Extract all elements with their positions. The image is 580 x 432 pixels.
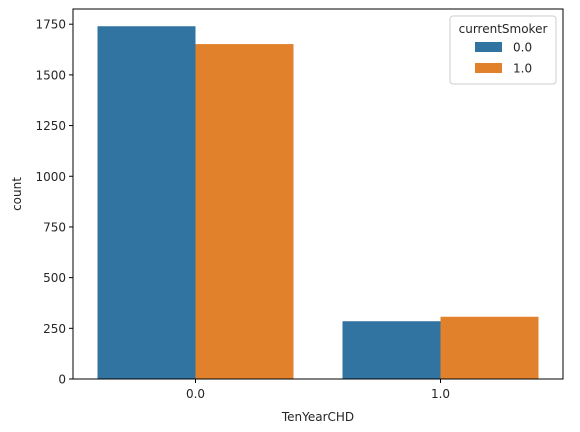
y-axis: 0 250 500 750 1000 1250 1500 1750	[35, 18, 73, 387]
y-tick-label: 500	[43, 271, 66, 285]
x-axis-label: TenYearCHD	[281, 410, 354, 424]
legend-swatch	[475, 63, 502, 73]
y-tick-label: 1250	[35, 119, 66, 133]
x-tick-label: 0.0	[186, 387, 205, 401]
y-tick-label: 250	[43, 322, 66, 336]
y-tick-label: 0	[58, 373, 66, 387]
bars-group	[97, 26, 539, 379]
y-tick-label: 1000	[35, 170, 66, 184]
bar-0.0-0.0	[97, 26, 196, 379]
legend: currentSmoker 0.0 1.0	[449, 15, 557, 85]
x-axis: 0.0 1.0	[186, 379, 450, 401]
bar-1.0-1.0	[440, 316, 539, 379]
y-tick-label: 1750	[35, 18, 66, 32]
legend-label: 0.0	[513, 41, 532, 55]
bar-0.0-1.0	[342, 321, 441, 379]
y-tick-label: 1500	[35, 68, 66, 82]
legend-title: currentSmoker	[459, 22, 548, 36]
x-tick-label: 1.0	[431, 387, 450, 401]
y-axis-label: count	[10, 177, 24, 211]
legend-label: 1.0	[513, 62, 532, 76]
legend-swatch	[475, 42, 502, 52]
bar-1.0-0.0	[195, 44, 294, 379]
y-tick-label: 750	[43, 220, 66, 234]
plot-frame	[72, 8, 564, 380]
